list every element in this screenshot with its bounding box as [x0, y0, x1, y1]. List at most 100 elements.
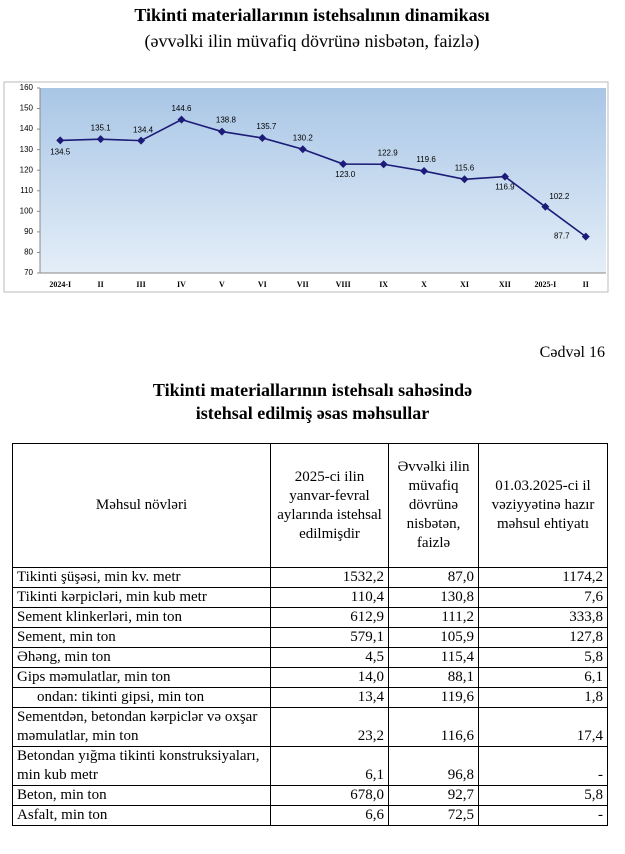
table-caption: Cədvəl 16 — [539, 344, 605, 361]
x-tick-label: XI — [460, 280, 469, 289]
value-cell: 6,1 — [478, 667, 608, 688]
value-cell: 88,1 — [388, 667, 479, 688]
data-point — [96, 135, 105, 144]
value-cell: 116,6 — [388, 707, 479, 747]
value-cell: 1,8 — [478, 687, 608, 708]
label-cell: Asfalt, min ton — [12, 805, 271, 826]
y-tick-label: 160 — [20, 83, 34, 92]
table-row: Sement klinkerləri, min ton 612,9 111,2 333… — [12, 607, 608, 628]
table-title: Tikinti materiallarının istehsalı sahəsi… — [152, 380, 473, 400]
data-point — [56, 136, 65, 145]
data-point — [177, 115, 186, 124]
data-label: 122.9 — [378, 148, 399, 157]
data-label: 135.1 — [91, 123, 112, 132]
table-row: Əhəng, min ton 4,5 115,4 5,8 — [12, 647, 608, 668]
y-tick-label: 140 — [20, 124, 34, 133]
data-point — [339, 160, 348, 169]
value-cell: 110,4 — [270, 587, 389, 608]
value-cell: 111,2 — [388, 607, 479, 628]
label-cell: Tikinti şüşəsi, min kv. metr — [12, 567, 271, 588]
value-cell: - — [478, 805, 608, 826]
x-tick-label: IX — [379, 280, 388, 289]
value-cell: 333,8 — [478, 607, 608, 628]
value-cell: 1174,2 — [478, 567, 608, 588]
data-label: 87.7 — [554, 232, 570, 241]
value-cell: 23,2 — [270, 707, 389, 747]
chart-frame — [3, 81, 609, 293]
data-label: 115.6 — [455, 163, 475, 172]
chart: Tikinti materiallarının istehsalının din… — [3, 5, 609, 293]
table-row: Tikinti kərpicləri, min kub metr 110,4 130… — [12, 587, 608, 608]
value-cell: 127,8 — [478, 627, 608, 648]
data-label: 144.6 — [171, 104, 192, 113]
data-point — [217, 127, 226, 136]
chart-title: Tikinti materiallarının istehsalının din… — [134, 5, 489, 25]
table-row: Tikinti şüşəsi, min kv. metr 1532,2 87,0 11… — [12, 567, 608, 588]
value-cell: 7,6 — [478, 587, 608, 608]
plot-area — [40, 88, 606, 273]
table-row: Sement, min ton 579,1 105,9 127,8 — [12, 627, 608, 648]
chart-subtitle: (əvvəlki ilin müvafiq dövrünə nisbətən, … — [145, 31, 480, 52]
label-cell: Tikinti kərpicləri, min kub metr — [12, 587, 271, 608]
table-row: Beton, min ton 678,0 92,7 5,8 — [12, 785, 608, 806]
table-row: ondan: tikinti gipsi, min ton 13,4 119,6 1,… — [12, 687, 608, 708]
value-cell: 105,9 — [388, 627, 479, 648]
value-cell: 4,5 — [270, 647, 389, 668]
label-cell: Sement, min ton — [12, 627, 271, 648]
data-point — [298, 145, 307, 154]
header-cell: 2025-ci ilin yanvar-fevral aylarında ist… — [270, 443, 389, 568]
table-row: Asfalt, min ton 6,6 72,5- — [12, 805, 608, 826]
data-label: 134.4 — [133, 126, 154, 135]
value-cell: 92,7 — [388, 785, 479, 806]
y-tick-label: 150 — [20, 104, 34, 113]
y-tick-label: 110 — [20, 186, 33, 195]
value-cell: 17,4 — [478, 707, 608, 747]
x-tick-label: VII — [297, 280, 309, 289]
data-point — [541, 202, 550, 211]
x-tick-label: VIII — [336, 280, 351, 289]
data-point — [137, 136, 146, 145]
value-cell: 612,9 — [270, 607, 389, 628]
header-cell: 01.03.2025-ci il vəziyyətinə hazır məhsu… — [478, 443, 608, 568]
value-cell: 1532,2 — [270, 567, 389, 588]
value-cell: 130,8 — [388, 587, 479, 608]
table-title: istehsal edilmiş əsas məhsullar — [195, 403, 430, 423]
x-tick-label: V — [219, 280, 225, 289]
label-cell: Əhəng, min ton — [12, 647, 271, 668]
data-label: 135.7 — [256, 122, 277, 131]
x-tick-label: VI — [258, 280, 267, 289]
data-point — [420, 167, 429, 176]
value-cell: 13,4 — [270, 687, 389, 708]
data-label: 134.5 — [50, 148, 71, 157]
x-tick-label: X — [421, 280, 427, 289]
y-tick-label: 130 — [20, 145, 34, 154]
y-tick-label: 80 — [24, 248, 33, 257]
y-tick-label: 90 — [24, 227, 33, 236]
y-tick-label: 100 — [20, 206, 34, 215]
x-tick-label: II — [98, 280, 104, 289]
data-point — [258, 133, 267, 142]
header-cell: Məhsul növləri — [12, 443, 271, 568]
table: Məhsul növləri 2025-ci ilin yanvar-fevra… — [12, 443, 608, 826]
label-cell: Betondan yığma tikinti konstruksiyaları,… — [12, 746, 271, 786]
value-cell: 6,1 — [270, 746, 389, 786]
value-cell: 119,6 — [388, 687, 479, 708]
value-cell: 6,6 — [270, 805, 389, 826]
value-cell: 678,0 — [270, 785, 389, 806]
data-label: 130.2 — [293, 133, 314, 142]
value-cell: 115,4 — [388, 647, 479, 668]
data-label: 123.0 — [335, 170, 356, 179]
x-tick-label: 2024-I — [49, 280, 71, 289]
data-point — [581, 232, 590, 241]
header-cell: Əvvəlki ilin müvafiq dövrünə nisbətən, f… — [388, 443, 479, 568]
value-cell: 5,8 — [478, 785, 608, 806]
data-label: 102.2 — [549, 192, 570, 201]
label-cell: Gips məmulatlar, min ton — [12, 667, 271, 688]
data-point — [460, 175, 469, 184]
table-row: Sementdən, betondan kərpiclər və oxşar m… — [12, 707, 608, 747]
x-tick-label: IV — [177, 280, 186, 289]
table-row: Gips məmulatlar, min ton 14,0 88,1 6,1 — [12, 667, 608, 688]
table-row: Betondan yığma tikinti konstruksiyaları,… — [12, 746, 608, 786]
data-label: 116.9 — [495, 183, 515, 192]
